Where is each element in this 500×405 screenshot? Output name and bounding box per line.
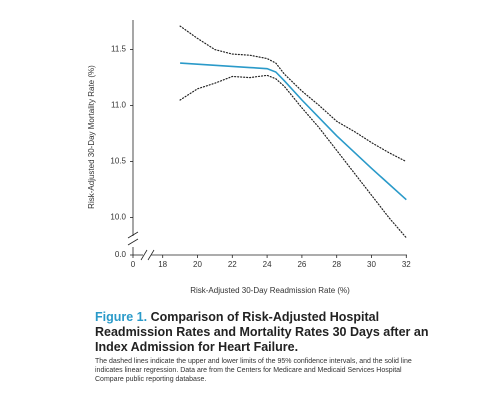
x-tick-label: 26 xyxy=(297,260,306,269)
axis-break xyxy=(127,238,139,246)
caption-text: Comparison of Risk-Adjusted Hospital Rea… xyxy=(95,310,429,354)
x-tick-label: 18 xyxy=(158,260,167,269)
axis-break xyxy=(140,249,148,261)
y-tick-label: 10.5 xyxy=(110,157,126,166)
y-tick-label: 11.5 xyxy=(111,45,127,54)
x-tick-label: 22 xyxy=(228,260,237,269)
y-tick-label: 11.0 xyxy=(111,101,127,110)
y-tick-label: 0.0 xyxy=(115,250,127,259)
regression-line xyxy=(180,62,407,201)
y-tick-label: 10.0 xyxy=(110,213,126,222)
x-tick-label: 30 xyxy=(367,260,376,269)
caption-note: The dashed lines indicate the upper and … xyxy=(95,358,412,383)
x-tick-label: 24 xyxy=(263,260,272,269)
confidence-line xyxy=(179,74,407,239)
confidence-line xyxy=(179,25,407,163)
figure-label: Figure 1. xyxy=(95,310,148,324)
x-axis-label: Risk-Adjusted 30-Day Readmission Rate (%… xyxy=(190,286,350,295)
y-axis-label: Risk-Adjusted 30-Day Mortality Rate (%) xyxy=(87,65,96,209)
x-tick-label: 20 xyxy=(193,260,202,269)
axis-break xyxy=(147,249,155,261)
caption-title: Figure 1. Comparison of Risk-Adjusted Ho… xyxy=(95,310,430,355)
chart: Risk-Adjusted 30-Day Mortality Rate (%) … xyxy=(87,20,411,295)
x-tick-label: 28 xyxy=(332,260,341,269)
x-tick-label: 32 xyxy=(402,260,411,269)
axis-break xyxy=(127,231,139,239)
x-tick-label: 0 xyxy=(131,260,136,269)
